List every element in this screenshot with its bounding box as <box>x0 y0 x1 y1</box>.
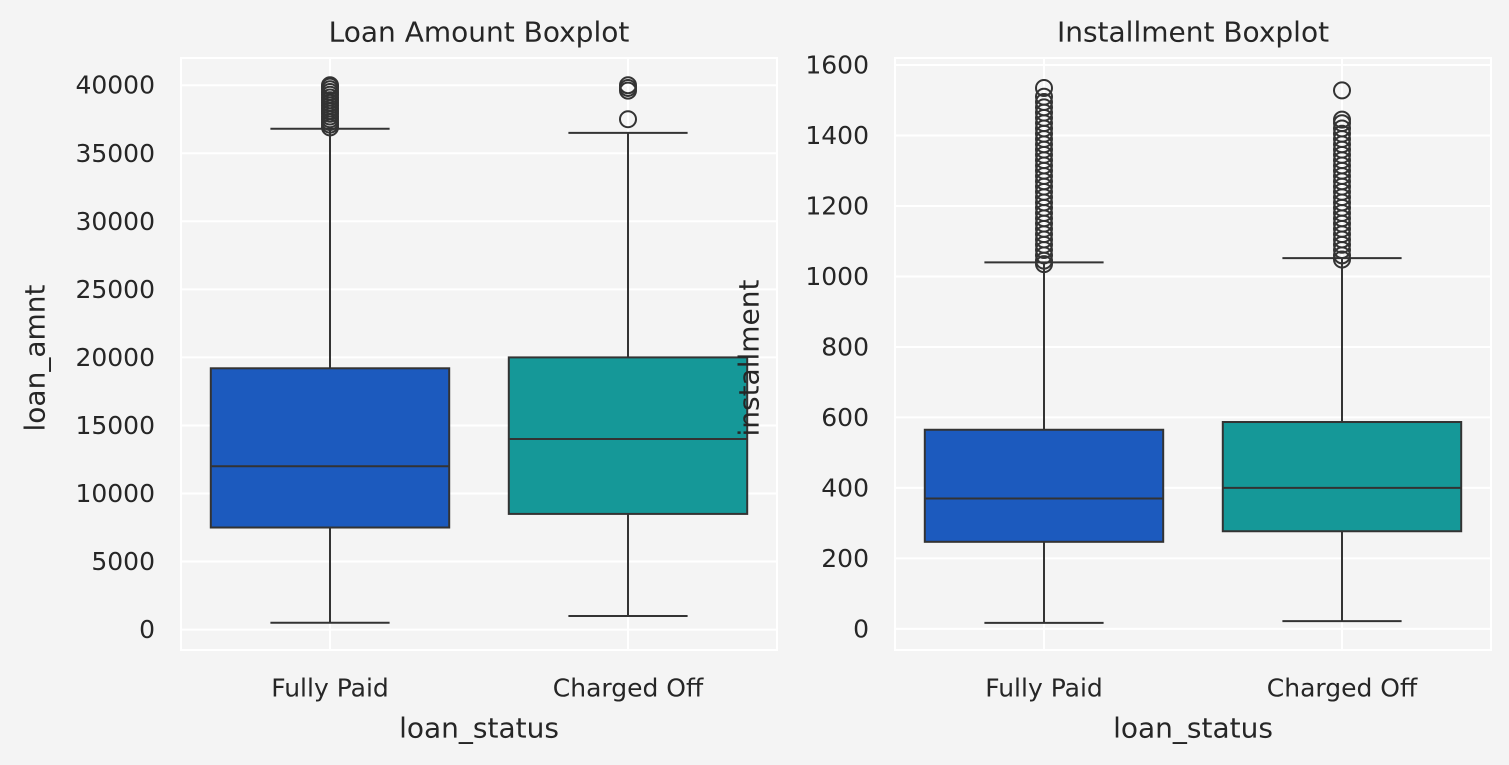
y-tick-label: 400 <box>821 473 869 502</box>
x-tick-label: Charged Off <box>1267 674 1418 703</box>
y-tick-label: 1600 <box>805 51 869 80</box>
box-fully-paid <box>209 76 451 624</box>
outlier-point <box>619 76 637 95</box>
y-tick-label: 0 <box>139 615 155 644</box>
y-tick-label: 1000 <box>805 262 869 291</box>
box-iqr <box>923 428 1165 543</box>
chart-2: 0 200 400 600 800 1000 1200 1400 1600 Fully Paid C… <box>733 16 1492 745</box>
y-tick-label: 25000 <box>75 275 155 304</box>
x-tick-label: Fully Paid <box>985 674 1103 703</box>
x-tick-label: Fully Paid <box>271 674 389 703</box>
y-tick-label: 5000 <box>91 547 155 576</box>
chart-title: Installment Boxplot <box>1057 16 1329 49</box>
plot-area <box>180 57 778 651</box>
y-tick-label: 600 <box>821 403 869 432</box>
plot-area <box>894 57 1492 651</box>
y-tick-label: 800 <box>821 332 869 361</box>
chart-title: Loan Amount Boxplot <box>329 16 630 49</box>
y-tick-label: 40000 <box>75 71 155 100</box>
outlier-point <box>1035 98 1053 117</box>
outlier-point <box>1333 119 1351 138</box>
outlier-point <box>1035 87 1053 106</box>
y-tick-label: 1200 <box>805 192 869 221</box>
box-iqr <box>209 367 451 529</box>
box-fully-paid <box>923 78 1165 624</box>
box-charged-off <box>1221 81 1463 623</box>
box-iqr <box>507 356 749 515</box>
y-tick-label: 10000 <box>75 479 155 508</box>
outlier-point <box>1035 78 1053 97</box>
y-tick-label: 15000 <box>75 411 155 440</box>
box-iqr <box>1221 421 1463 533</box>
outlier-point <box>1333 110 1351 129</box>
outlier-point <box>1333 81 1351 100</box>
x-tick-label: Charged Off <box>553 674 704 703</box>
x-axis-label: loan_status <box>399 712 559 745</box>
y-tick-label: 30000 <box>75 207 155 236</box>
y-tick-label: 0 <box>853 614 869 643</box>
y-axis-label: installment <box>733 279 766 436</box>
outlier-point <box>321 76 339 95</box>
outlier-point <box>1333 250 1351 269</box>
y-axis-label: loan_amnt <box>19 284 52 431</box>
y-tick-label: 200 <box>821 544 869 573</box>
y-tick-label: 20000 <box>75 343 155 372</box>
outlier-point <box>1333 124 1351 143</box>
y-tick-label: 1400 <box>805 121 869 150</box>
outlier-point <box>1035 93 1053 112</box>
chart-1: 0 5000 10000 15000 20000 25000 30000 35000 40000… <box>19 16 778 745</box>
x-axis-label: loan_status <box>1113 712 1273 745</box>
outlier-point <box>619 110 637 129</box>
box-charged-off <box>507 76 749 617</box>
y-tick-label: 35000 <box>75 139 155 168</box>
